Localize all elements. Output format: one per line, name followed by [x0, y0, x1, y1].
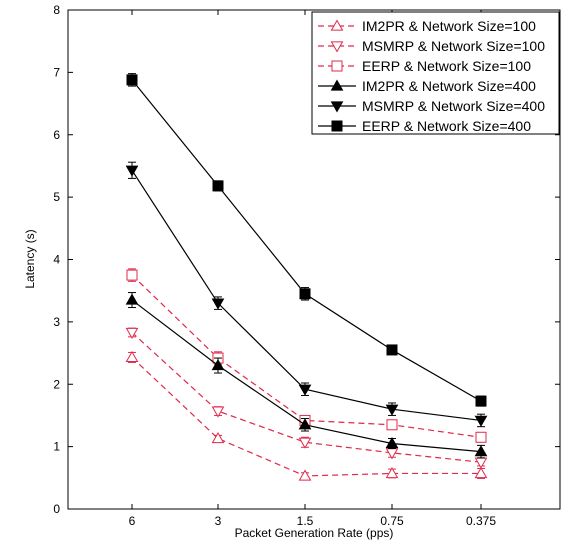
marker-triangle-up — [474, 445, 488, 457]
x-axis-label: Packet Generation Rate (pps) — [235, 526, 394, 540]
series-1 — [125, 327, 488, 469]
series-0 — [125, 350, 488, 481]
marker-triangle-up — [330, 79, 344, 91]
y-tick-label: 2 — [53, 377, 60, 391]
legend-label: IM2PR & Network Size=100 — [362, 18, 536, 34]
marker-square — [331, 120, 343, 132]
marker-triangle-up — [211, 359, 225, 371]
y-axis-ticks: 0 1 2 3 4 5 6 7 8 — [53, 3, 560, 516]
y-tick-label: 7 — [53, 65, 60, 79]
marker-triangle-up — [298, 418, 312, 430]
marker-triangle-up — [298, 469, 312, 481]
series-layer — [125, 73, 488, 481]
marker-square — [386, 344, 398, 356]
legend-box — [311, 11, 560, 135]
x-tick-label: 0.75 — [380, 514, 404, 528]
legend-label: IM2PR & Network Size=400 — [362, 78, 536, 94]
marker-triangle-up — [330, 19, 344, 31]
marker-triangle-down — [385, 404, 399, 416]
series-5 — [126, 73, 487, 407]
legend-label: EERP & Network Size=400 — [362, 118, 531, 134]
marker-triangle-up — [211, 432, 225, 444]
marker-square — [331, 60, 343, 72]
marker-triangle-down — [125, 327, 139, 339]
marker-triangle-up — [385, 466, 399, 479]
marker-triangle-down — [330, 101, 344, 113]
marker-triangle-down — [298, 437, 312, 449]
x-axis-ticks: 6 3 1.5 0.75 0.375 — [129, 10, 496, 528]
marker-triangle-down — [125, 165, 139, 177]
x-tick-label: 0.375 — [466, 514, 496, 528]
x-tick-label: 3 — [215, 514, 222, 528]
y-tick-label: 1 — [53, 440, 60, 454]
y-axis-label: Latency (s) — [23, 229, 37, 288]
y-tick-label: 0 — [53, 502, 60, 516]
marker-triangle-up — [385, 436, 399, 449]
marker-square — [386, 419, 398, 431]
y-tick-label: 4 — [53, 253, 60, 267]
marker-triangle-down — [211, 406, 225, 418]
marker-triangle-up — [125, 350, 139, 363]
x-tick-label: 1.5 — [297, 514, 314, 528]
legend: IM2PR & Network Size=100 MSMRP & Network … — [311, 11, 560, 135]
marker-triangle-down — [330, 41, 344, 53]
y-tick-label: 3 — [53, 315, 60, 329]
marker-square — [299, 288, 311, 300]
marker-triangle-up — [125, 293, 139, 305]
y-tick-label: 6 — [53, 128, 60, 142]
marker-square — [212, 180, 224, 192]
series-3 — [125, 292, 488, 459]
legend-label: MSMRP & Network Size=100 — [362, 38, 545, 54]
marker-triangle-up — [474, 466, 488, 479]
x-tick-label: 6 — [129, 514, 136, 528]
marker-triangle-down — [474, 415, 488, 427]
marker-triangle-down — [211, 298, 225, 310]
series-4 — [125, 161, 488, 428]
series-line — [131, 274, 482, 438]
marker-square — [126, 269, 138, 281]
marker-square — [475, 431, 487, 443]
marker-square — [126, 74, 138, 86]
legend-label: MSMRP & Network Size=400 — [362, 98, 545, 114]
legend-label: EERP & Network Size=100 — [362, 58, 531, 74]
marker-triangle-down — [298, 384, 312, 396]
y-tick-label: 8 — [53, 3, 60, 17]
y-tick-label: 5 — [53, 190, 60, 204]
marker-square — [475, 395, 487, 407]
